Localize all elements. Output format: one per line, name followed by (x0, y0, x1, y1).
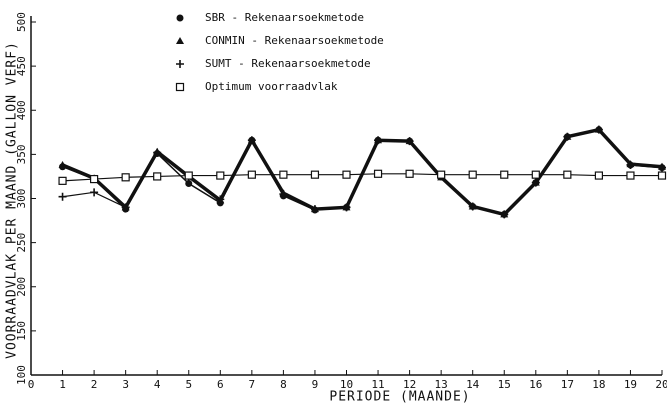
point (373, 169, 383, 178)
x-tick-label: 2 (91, 378, 98, 391)
point (531, 178, 540, 187)
x-tick-label: 0 (28, 378, 35, 391)
point (279, 190, 288, 199)
x-tick-label: 18 (592, 378, 605, 391)
point (626, 160, 635, 169)
point (216, 171, 225, 180)
point (58, 176, 67, 185)
y-axis-title: VOORRAADVLAK PER MAAND (GALLON VERF) (5, 41, 20, 359)
legend-label: SBR - Rekenaarsoekmetode (205, 11, 364, 24)
x-tick-label: 17 (561, 378, 574, 391)
y-tick-label: 400 (15, 100, 28, 120)
point (531, 170, 540, 179)
point (216, 195, 225, 204)
y-tick-label: 450 (15, 56, 28, 76)
point (310, 170, 320, 179)
point (185, 179, 193, 187)
x-tick-label: 13 (435, 378, 448, 391)
point (374, 136, 383, 145)
legend-label: Optimum voorraadvlak (205, 80, 338, 93)
x-tick-label: 15 (498, 378, 511, 391)
y-tick-label: 150 (15, 321, 28, 341)
point (184, 171, 193, 180)
point (58, 160, 67, 168)
series-line (61, 127, 663, 217)
x-tick-label: 8 (280, 378, 287, 391)
point (90, 188, 99, 197)
legend-label: CONMIN - Rekenaarsoekmetode (205, 34, 384, 47)
point (405, 137, 414, 146)
point (342, 170, 351, 179)
point (658, 163, 666, 172)
legend-marker (176, 60, 184, 68)
point (58, 192, 67, 201)
series-line (62, 173, 662, 182)
x-tick-label: 12 (403, 378, 416, 391)
y-tick-label: 250 (15, 233, 28, 253)
point (437, 170, 446, 179)
point (153, 148, 162, 157)
x-tick-label: 11 (371, 378, 384, 391)
point (247, 136, 256, 145)
legend-label: SUMT - Rekenaarsoekmetode (205, 57, 371, 70)
x-tick-label: 19 (624, 378, 637, 391)
point (594, 125, 603, 134)
x-tick-label: 5 (185, 378, 192, 391)
point (468, 202, 477, 211)
point (247, 170, 256, 179)
x-tick-label: 16 (529, 378, 542, 391)
point (89, 174, 99, 184)
point (563, 170, 572, 179)
x-tick-label: 6 (217, 378, 224, 391)
y-tick-label: 350 (15, 144, 28, 164)
point (594, 171, 604, 180)
y-tick-label: 200 (15, 277, 28, 297)
point (121, 173, 130, 182)
y-tick-label: 500 (15, 12, 28, 32)
point (468, 170, 477, 179)
point (405, 169, 414, 178)
point (500, 210, 509, 219)
x-axis-title: PERIODE (MAANDE) (329, 390, 470, 405)
point (121, 203, 130, 212)
x-tick-label: 10 (340, 378, 353, 391)
legend-marker (175, 82, 185, 92)
point (563, 132, 572, 141)
y-tick-label: 300 (15, 189, 28, 209)
x-tick-label: 20 (655, 378, 667, 391)
point (342, 203, 351, 212)
x-tick-label: 9 (312, 378, 319, 391)
y-tick-label: 100 (15, 365, 28, 385)
point (153, 172, 162, 181)
point (500, 170, 509, 179)
point (657, 171, 667, 180)
point (626, 171, 635, 180)
point (310, 205, 319, 214)
x-tick-label: 14 (466, 378, 480, 391)
legend-marker (176, 14, 184, 22)
x-tick-label: 3 (122, 378, 129, 391)
legend-marker (176, 37, 184, 44)
x-tick-label: 7 (249, 378, 256, 391)
x-tick-label: 4 (154, 378, 161, 391)
x-tick-label: 1 (59, 378, 66, 391)
point (279, 170, 288, 179)
